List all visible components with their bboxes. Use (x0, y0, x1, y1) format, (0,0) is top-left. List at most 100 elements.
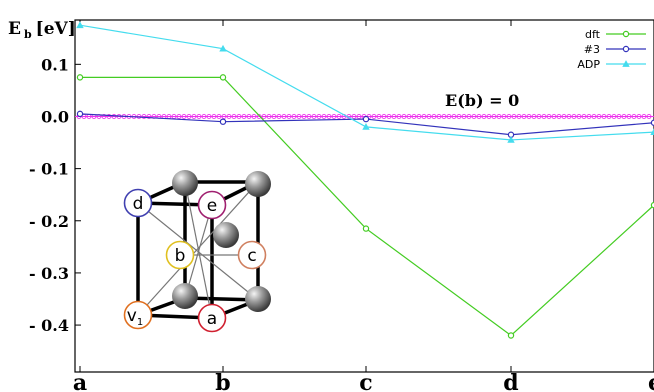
reference-marker (511, 114, 517, 119)
reference-marker (386, 114, 392, 119)
reference-marker (646, 114, 652, 119)
y-tick-label: - 0.4 (29, 316, 69, 335)
y-tick-label: 0.0 (41, 107, 69, 126)
reference-marker (186, 114, 192, 119)
reference-marker (546, 114, 552, 119)
atom-sphere (172, 283, 198, 309)
reference-marker (636, 114, 642, 119)
y-axis-label-sub: b (24, 28, 32, 41)
y-tick-label: - 0.2 (29, 212, 69, 231)
data-point (650, 128, 654, 135)
legend-label: ADP (577, 58, 600, 71)
y-tick-label: - 0.3 (29, 264, 69, 283)
y-axis-label-unit: [eV] (36, 19, 76, 39)
reference-marker (306, 114, 312, 119)
reference-marker (441, 114, 447, 119)
site-b: b (165, 240, 195, 270)
reference-marker (271, 114, 277, 119)
reference-marker (641, 114, 647, 119)
reference-marker (381, 114, 387, 119)
reference-marker (196, 114, 202, 119)
site-c: c (237, 240, 267, 270)
reference-marker (316, 114, 322, 119)
reference-marker (576, 114, 582, 119)
reference-marker (586, 114, 592, 119)
legend-marker (622, 30, 630, 38)
data-point (362, 115, 370, 123)
data-point (362, 123, 370, 130)
site-label: b (175, 246, 186, 266)
y-ticks: 0.1 0.0 - 0.1 - 0.2 - 0.3 - 0.4 (29, 55, 81, 335)
reference-marker (611, 114, 617, 119)
reference-marker (431, 114, 437, 119)
reference-marker (241, 114, 247, 119)
reference-marker (561, 114, 567, 119)
legend: dft #3 ADP (577, 28, 646, 71)
data-point (650, 119, 654, 126)
data-point (219, 118, 227, 125)
reference-marker (181, 114, 187, 119)
reference-marker (621, 114, 627, 119)
site-v1: v1 (123, 300, 153, 330)
reference-marker (101, 114, 107, 119)
atom-sphere (213, 222, 239, 248)
legend-label: #3 (584, 43, 600, 56)
legend-marker (622, 45, 630, 53)
reference-marker (141, 114, 147, 119)
reference-marker (591, 114, 597, 119)
site-circle (123, 300, 153, 330)
reference-marker (521, 114, 527, 119)
reference-marker (221, 114, 227, 119)
reference-marker (356, 114, 362, 119)
reference-marker (551, 114, 557, 119)
reference-marker (286, 114, 292, 119)
reference-marker (326, 114, 332, 119)
y-axis-label-main: E (8, 19, 21, 39)
data-point (76, 21, 84, 29)
reference-marker (266, 114, 272, 119)
reference-marker (261, 114, 267, 119)
reference-marker (416, 114, 422, 119)
data-point (650, 201, 654, 209)
reference-marker (231, 114, 237, 119)
crystal-inset: d e b c v1 a (123, 170, 271, 333)
x-tick-label: e (648, 370, 654, 392)
x-ticks: a b c d e (73, 20, 654, 392)
reference-marker (601, 114, 607, 119)
series-group (76, 21, 654, 339)
reference-marker (396, 114, 402, 119)
reference-marker (536, 114, 542, 119)
series-ADP (76, 21, 654, 143)
reference-marker (516, 114, 522, 119)
series-n3 (76, 110, 654, 138)
site-labels: d e b c v1 a (123, 188, 267, 333)
atom-sphere (245, 286, 271, 312)
x-tick-label: a (73, 370, 87, 392)
reference-marker (531, 114, 537, 119)
reference-marker (216, 114, 222, 119)
site-d: d (123, 188, 153, 218)
reference-marker (446, 114, 452, 119)
series-dft (76, 74, 654, 339)
reference-marker (336, 114, 342, 119)
plot-frame (74, 19, 654, 373)
reference-marker (391, 114, 397, 119)
reference-marker (606, 114, 612, 119)
site-circle (123, 188, 153, 218)
reference-marker (206, 114, 212, 119)
reference-marker (626, 114, 632, 119)
reference-marker (506, 114, 512, 119)
reference-marker (276, 114, 282, 119)
reference-marker (301, 114, 307, 119)
reference-marker (401, 114, 407, 119)
reference-marker (476, 114, 482, 119)
reference-marker (491, 114, 497, 119)
reference-marker (176, 114, 182, 119)
reference-marker (376, 114, 382, 119)
site-circle (197, 303, 227, 333)
reference-marker (106, 114, 112, 119)
reference-marker (211, 114, 217, 119)
reference-marker (146, 114, 152, 119)
reference-marker (456, 114, 462, 119)
